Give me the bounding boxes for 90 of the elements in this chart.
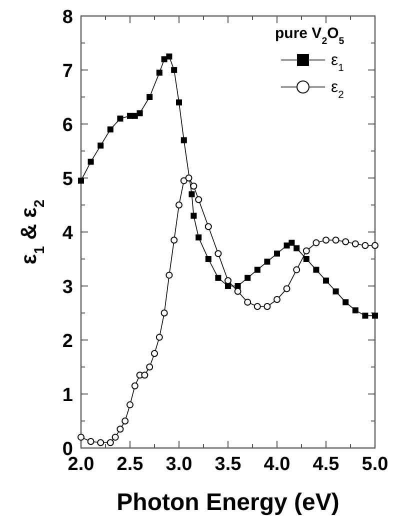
x-tick-label: 4.0: [264, 454, 290, 475]
point: [362, 242, 369, 249]
point: [107, 126, 114, 132]
point: [180, 177, 188, 184]
point: [204, 223, 212, 230]
point: [303, 256, 310, 262]
point: [288, 240, 295, 246]
point: [244, 274, 251, 281]
x-tick-label: 3.0: [166, 454, 192, 475]
point: [166, 54, 172, 60]
x-axis-title: Photon Energy (eV): [116, 489, 340, 516]
legend-label: ε$_{2}$: [331, 79, 344, 100]
point: [170, 236, 178, 244]
point: [78, 178, 84, 184]
point: [342, 299, 349, 306]
point: [352, 240, 359, 248]
point: [188, 191, 195, 198]
point: [176, 99, 182, 106]
point: [312, 239, 320, 246]
x-tick-label: 3.5: [214, 454, 242, 475]
point: [195, 196, 202, 204]
point: [372, 312, 378, 319]
point: [146, 364, 154, 370]
legend-title: pure V$_{2}$O$_{5}$: [275, 25, 345, 46]
point: [244, 298, 252, 306]
point: [116, 426, 124, 433]
point: [224, 277, 232, 284]
x-tick-label: 2.0: [68, 454, 94, 475]
point: [98, 142, 104, 149]
point: [274, 250, 280, 257]
x-tick-label: 2.5: [116, 454, 144, 475]
point: [106, 439, 114, 446]
point: [97, 439, 104, 446]
point: [180, 137, 187, 144]
point: [122, 418, 129, 424]
point: [88, 158, 94, 165]
y-tick-label: 2: [62, 331, 73, 352]
point: [156, 70, 162, 76]
point: [132, 112, 138, 119]
y-tick-label: 4: [62, 223, 74, 244]
point: [322, 236, 330, 244]
point: [274, 296, 280, 303]
point: [283, 285, 290, 292]
point: [205, 256, 212, 262]
point: [136, 110, 143, 116]
point: [196, 234, 202, 240]
point: [313, 266, 320, 273]
point: [264, 303, 271, 310]
point: [352, 307, 358, 314]
point: [254, 266, 260, 273]
point: [190, 182, 198, 190]
point: [131, 382, 138, 390]
y-tick-label: 6: [62, 115, 73, 136]
point: [332, 288, 339, 294]
x-tick-label: 4.5: [312, 454, 340, 475]
point: [112, 434, 119, 441]
point: [171, 67, 178, 73]
y-tick-label: 1: [62, 385, 74, 406]
point: [176, 202, 182, 208]
point: [214, 250, 222, 258]
x-tick-label: 5.0: [362, 454, 388, 475]
y-tick-label: 5: [62, 169, 74, 190]
point: [156, 334, 163, 341]
point: [151, 350, 158, 357]
point: [254, 303, 261, 310]
point: [302, 247, 310, 254]
point: [146, 94, 153, 100]
point: [190, 212, 197, 219]
point: [215, 274, 222, 281]
point: [126, 401, 134, 408]
point: [372, 242, 378, 249]
point: [185, 174, 192, 182]
point: [362, 312, 368, 319]
point: [117, 116, 124, 122]
point: [234, 288, 242, 295]
point: [332, 236, 340, 244]
point: [294, 245, 300, 252]
y-tick-label: 3: [62, 277, 73, 298]
legend-label: ε$_{1}$: [331, 52, 344, 74]
point: [323, 278, 329, 284]
y-tick-label: 7: [62, 61, 73, 82]
y-tick-label: 8: [62, 7, 73, 28]
point: [264, 258, 270, 265]
point: [87, 438, 94, 446]
point: [78, 434, 84, 441]
point: [293, 266, 300, 274]
point: [166, 272, 173, 279]
point: [160, 310, 168, 316]
point: [342, 238, 350, 246]
point: [141, 372, 148, 379]
